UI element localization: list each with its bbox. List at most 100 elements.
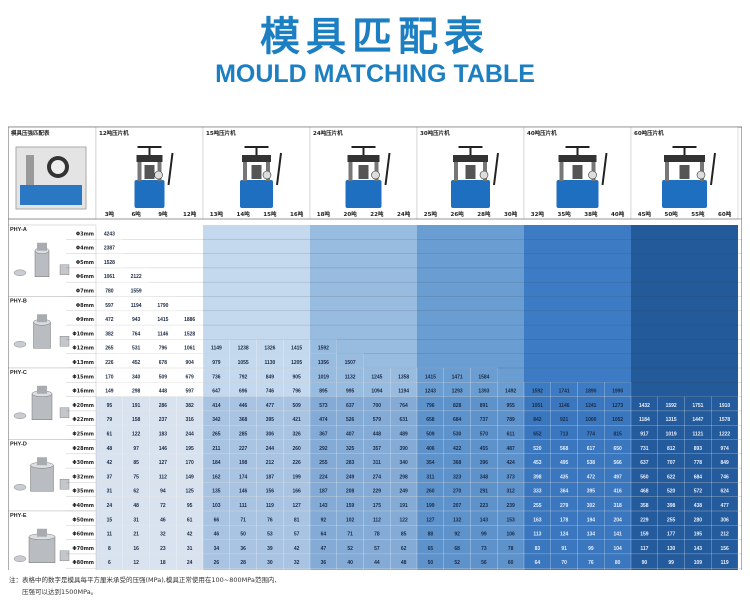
value-text: 1528 — [104, 260, 115, 266]
value-cell — [363, 553, 391, 569]
value-text: 60 — [508, 560, 514, 566]
value-cell — [256, 525, 284, 540]
press-band-4 — [417, 225, 524, 570]
value-cell — [309, 525, 337, 540]
value-cell — [497, 382, 525, 397]
value-text: 125 — [185, 489, 194, 495]
value-text: 71 — [240, 517, 246, 523]
value-text: 8 — [108, 546, 111, 552]
value-text: 1019 — [666, 432, 677, 438]
value-text: 398 — [533, 474, 542, 480]
value-text: 85 — [401, 532, 407, 538]
value-text: 130 — [667, 546, 676, 552]
value-text: 92 — [454, 532, 460, 538]
value-text: 56 — [481, 560, 487, 566]
value-cell — [202, 367, 230, 383]
value-cell — [149, 353, 177, 369]
value-text: 358 — [640, 503, 649, 509]
value-text: 453 — [533, 460, 542, 466]
value-text: 566 — [613, 460, 622, 466]
value-text: 34 — [214, 546, 220, 552]
value-text: 21 — [133, 532, 139, 538]
value-text: 477 — [266, 403, 275, 409]
value-text: 348 — [480, 474, 489, 480]
value-cell — [95, 339, 123, 354]
value-cell — [443, 425, 471, 440]
value-cell — [711, 439, 739, 455]
value-cell — [390, 382, 418, 397]
value-text: 37 — [107, 474, 113, 480]
value-cell — [256, 353, 284, 369]
value-text: 76 — [588, 560, 594, 566]
value-cell — [684, 510, 712, 526]
value-cell — [497, 496, 525, 512]
value-cell — [95, 253, 123, 269]
value-cell — [443, 367, 471, 383]
value-cell — [229, 467, 257, 483]
value-cell — [363, 510, 391, 526]
value-cell — [497, 439, 525, 455]
value-cell — [202, 410, 230, 426]
value-text: 53 — [267, 532, 273, 538]
value-cell — [256, 367, 284, 383]
value-cell — [497, 553, 525, 569]
size-label: Φ15mm — [72, 374, 94, 380]
value-text: 1194 — [398, 389, 409, 395]
value-cell — [497, 525, 525, 540]
value-text: 177 — [667, 532, 676, 538]
value-cell — [229, 425, 257, 440]
group-name: PHY-E — [10, 513, 27, 519]
value-cell — [604, 496, 632, 512]
value-text: 531 — [132, 346, 141, 352]
value-cell — [711, 396, 739, 412]
value-text: 97 — [133, 446, 139, 452]
value-text: 47 — [321, 546, 327, 552]
mould-illustration — [13, 528, 70, 563]
value-cell — [283, 525, 311, 540]
value-text: 62 — [133, 489, 139, 495]
value-text: 1222 — [719, 432, 730, 438]
value-text: 1241 — [585, 403, 596, 409]
value-cell — [497, 568, 525, 570]
value-cell — [497, 467, 525, 483]
value-cell — [630, 510, 658, 526]
size-label: Φ7mm — [76, 289, 94, 295]
value-text: 658 — [426, 417, 435, 423]
value-cell — [390, 553, 418, 569]
value-cell — [122, 310, 150, 326]
value-cell — [122, 281, 150, 297]
value-cell — [229, 553, 257, 569]
value-cell — [202, 425, 230, 440]
value-cell — [577, 467, 605, 483]
row-overlay — [96, 568, 738, 570]
value-text: 472 — [105, 317, 114, 323]
value-text: 224 — [319, 474, 328, 480]
value-cell — [256, 439, 284, 455]
value-cell — [470, 539, 498, 555]
value-cell — [283, 496, 311, 512]
value-text: 57 — [294, 532, 300, 538]
value-cell — [309, 339, 337, 354]
press-illustration — [345, 146, 391, 208]
value-cell — [470, 396, 498, 412]
value-cell — [336, 453, 364, 469]
value-cell — [711, 496, 739, 512]
value-cell — [550, 467, 578, 483]
value-cell — [390, 467, 418, 483]
value-cell — [577, 496, 605, 512]
value-cell — [470, 425, 498, 440]
value-cell — [390, 367, 418, 383]
value-cell — [363, 367, 391, 383]
value-cell — [497, 539, 525, 555]
value-cell — [711, 425, 739, 440]
press-band-2 — [203, 225, 310, 570]
value-cell — [416, 367, 444, 383]
value-cell — [416, 410, 444, 426]
value-text: 153 — [506, 517, 515, 523]
value-cell — [283, 453, 311, 469]
value-cell — [550, 496, 578, 512]
corner-label: 模具压强匹配表 — [11, 129, 50, 137]
value-cell — [229, 510, 257, 526]
value-text: 92 — [321, 517, 327, 523]
value-text: 707 — [667, 460, 676, 466]
